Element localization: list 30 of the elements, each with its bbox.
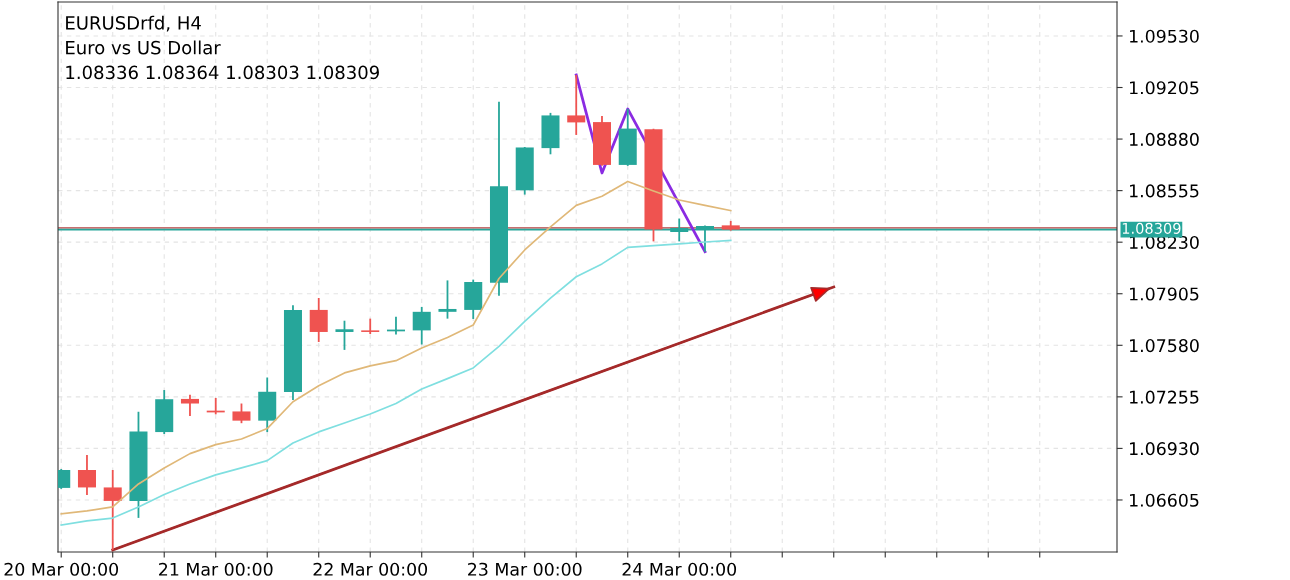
- candlestick: [567, 74, 586, 136]
- candlestick: [335, 319, 354, 351]
- x-tick-label: 20 Mar 00:00: [4, 562, 119, 576]
- y-tick-label: 1.08880: [1130, 132, 1199, 146]
- y-tick-label: 1.07905: [1130, 287, 1199, 301]
- candlestick: [438, 279, 457, 320]
- x-tick-label: 22 Mar 00:00: [313, 562, 428, 576]
- y-tick-label: 1.07580: [1130, 339, 1199, 353]
- candlestick: [77, 454, 96, 496]
- y-tick-label: 1.07255: [1130, 390, 1199, 404]
- candlestick: [412, 305, 431, 346]
- text: Euro vs US Dollar: [66, 40, 221, 55]
- x-tick-label: 21 Mar 00:00: [159, 562, 273, 576]
- line-series: [60, 180, 732, 515]
- x-tick-label: 24 Mar 00:00: [622, 562, 737, 576]
- candlestick: [361, 317, 380, 335]
- candlestick: [103, 469, 122, 551]
- candlestick: [309, 297, 328, 343]
- annotation: 1.08336 1.08364 1.08303 1.08309: [66, 65, 379, 80]
- y-tick-label: 1.09530: [1130, 29, 1199, 43]
- text: EURUSDrfd, H4: [66, 15, 201, 32]
- line-series: [60, 239, 732, 526]
- x-tick-label: 23 Mar 00:00: [468, 562, 582, 576]
- y-tick-label: 1.06930: [1130, 442, 1199, 456]
- y-tick-label: 1.09205: [1130, 81, 1199, 95]
- candlestick: [232, 402, 251, 425]
- candlestick: [180, 393, 199, 417]
- y-tick-label: 1.06605: [1130, 493, 1199, 507]
- ref-line-label: 1.08309: [1122, 222, 1181, 234]
- y-tick-label: 1.08555: [1130, 184, 1199, 198]
